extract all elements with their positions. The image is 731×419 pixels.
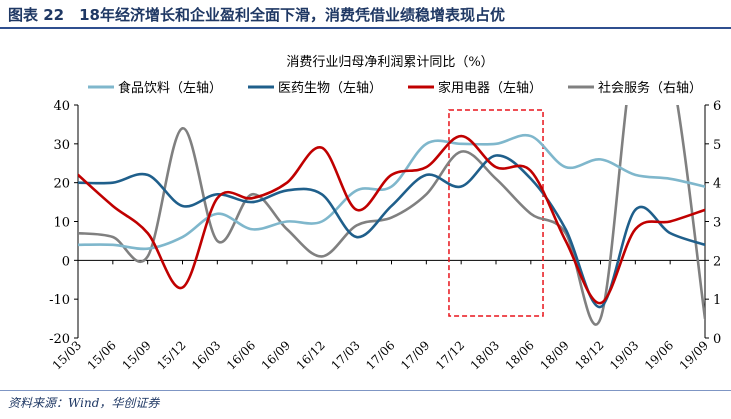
x-tick-label: 15/09: [119, 338, 153, 372]
series-line-3: [78, 105, 705, 326]
x-tick-label: 16/06: [224, 338, 258, 372]
legend-label-1: 医药生物（左轴）: [278, 81, 382, 96]
figure-header: 图表 22 18年经济增长和企业盈利全面下滑，消费凭借业绩稳增表现占优: [0, 0, 731, 30]
bottom-rule: [0, 390, 731, 391]
highlight-rect: [448, 109, 544, 317]
x-tick-label: 19/09: [677, 338, 711, 372]
x-tick-label: 18/06: [503, 338, 537, 372]
legend-label-3: 社会服务（右轴）: [598, 80, 702, 96]
right-tick-label: 4: [713, 177, 721, 192]
legend-label-0: 食品饮料（左轴）: [118, 80, 222, 96]
series-line-2: [78, 134, 705, 305]
right-tick-label: 5: [713, 138, 721, 153]
title-rule: [0, 27, 731, 29]
chart-series: [78, 105, 705, 326]
x-tick-label: 16/09: [259, 338, 293, 372]
line-chart: 消费行业归母净利润累计同比（%） 食品饮料（左轴） 医药生物（左轴） 家用电器（左轴…: [49, 55, 721, 373]
left-tick-label: 20: [53, 177, 70, 192]
legend-label-2: 家用电器（左轴）: [438, 80, 542, 96]
x-tick-label: 15/06: [85, 338, 119, 372]
x-tick-label: 18/03: [468, 338, 502, 372]
chart-legend: 食品饮料（左轴） 医药生物（左轴） 家用电器（左轴） 社会服务（右轴）: [88, 80, 702, 96]
left-tick-label: 40: [53, 99, 70, 114]
x-tick-label: 17/12: [433, 338, 467, 372]
right-tick-label: 2: [713, 254, 721, 269]
x-tick-label: 16/12: [294, 338, 328, 372]
x-tick-label: 17/03: [328, 338, 362, 372]
right-tick-label: 1: [713, 293, 721, 308]
x-tick-label: 15/12: [154, 338, 188, 372]
figure-title: 图表 22 18年经济增长和企业盈利全面下滑，消费凭借业绩稳增表现占优: [8, 6, 505, 24]
highlight-box: [448, 109, 544, 317]
series-line-1: [78, 154, 705, 309]
left-tick-label: 0: [62, 254, 70, 269]
x-tick-label: 19/06: [642, 338, 676, 372]
x-tick-label: 17/09: [398, 338, 432, 372]
x-tick-label: 19/03: [607, 338, 641, 372]
right-tick-label: 3: [713, 216, 721, 231]
x-tick-label: 16/03: [189, 338, 223, 372]
left-tick-label: 10: [53, 216, 70, 231]
series-line-0: [78, 133, 705, 251]
chart-title: 消费行业归母净利润累计同比（%）: [286, 55, 493, 70]
x-tick-label: 17/06: [363, 338, 397, 372]
x-tick-label: 18/12: [572, 338, 606, 372]
figure-source: 资料来源：Wind，华创证券: [8, 396, 160, 410]
left-tick-label: 30: [53, 138, 70, 153]
right-tick-label: 6: [713, 99, 721, 114]
x-tick-label: 18/09: [537, 338, 571, 372]
left-tick-label: -20: [49, 332, 70, 347]
left-tick-label: -10: [49, 293, 70, 308]
right-tick-label: 0: [713, 332, 721, 347]
